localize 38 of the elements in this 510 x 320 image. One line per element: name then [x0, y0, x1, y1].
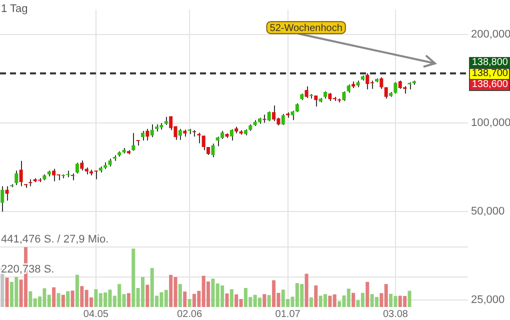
text: 138,700	[469, 68, 510, 80]
candlestick	[262, 114, 266, 124]
candlestick	[19, 160, 23, 187]
candlestick	[94, 170, 98, 180]
ref-line-label: 52-Wochenhoch	[270, 22, 342, 34]
candlestick	[384, 86, 388, 100]
candlestick	[230, 128, 234, 142]
candlestick	[304, 86, 308, 98]
candlestick	[5, 186, 9, 202]
y-tick-label: 200,000	[471, 28, 510, 41]
candlestick	[140, 130, 144, 142]
candlestick	[75, 162, 79, 174]
candlestick	[178, 128, 182, 140]
candlestick	[146, 128, 150, 142]
candlestick	[272, 105, 276, 122]
text: 138,800	[469, 57, 510, 69]
candlestick	[267, 110, 271, 122]
text: 138,600	[469, 79, 510, 91]
candlestick	[150, 124, 154, 138]
x-tick-label: 02.06	[177, 308, 202, 320]
candlestick	[380, 76, 384, 90]
chart-title: 1 Tag	[1, 3, 28, 15]
candlestick	[80, 160, 84, 171]
candlestick	[132, 132, 136, 152]
candlestick	[197, 132, 201, 144]
candlestick	[0, 186, 4, 212]
y-tick-label: 25,000	[471, 294, 505, 306]
y-tick-label: 50,000	[471, 206, 505, 218]
candlestick	[281, 114, 285, 126]
text: 441,476 S. / 27,9 Mio.	[1, 234, 109, 246]
x-tick-label: 03.08	[382, 308, 408, 320]
x-tick-label: 04.05	[83, 308, 109, 320]
candlestick	[394, 82, 398, 94]
x-tick-label: 01.07	[275, 308, 301, 320]
candlestick	[342, 90, 346, 102]
candlestick	[211, 143, 215, 158]
candlestick	[14, 170, 18, 186]
y-tick-label: 100,000	[471, 117, 510, 130]
